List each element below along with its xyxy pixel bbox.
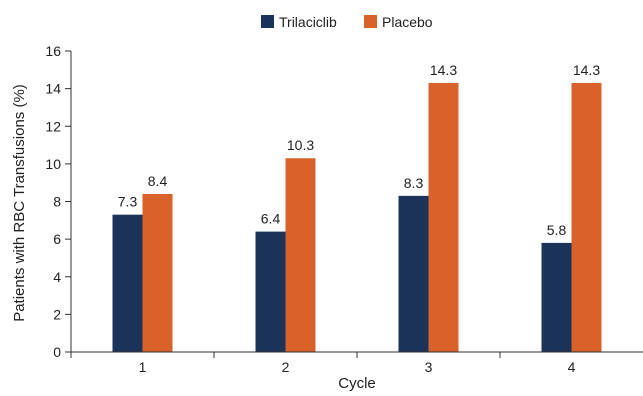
y-tick-label: 4 [53, 269, 61, 285]
bar-labels: 7.3 8.4 6.4 10.3 8.3 14.3 5.8 14.3 [118, 62, 601, 238]
x-tick-label: 3 [425, 359, 433, 375]
x-axis-ticks: 1 2 3 4 [70, 352, 576, 375]
data-label-trilaciclib-cycle-4: 5.8 [547, 222, 567, 238]
legend-swatch-placebo [364, 15, 377, 28]
data-label-trilaciclib-cycle-3: 8.3 [404, 175, 424, 191]
bar-trilaciclib-cycle-4 [541, 242, 572, 352]
x-tick-label: 1 [139, 359, 147, 375]
y-tick-label: 2 [53, 306, 61, 322]
y-tick-label: 16 [45, 43, 61, 59]
legend-swatch-trilaciclib [261, 15, 274, 28]
data-label-placebo-cycle-2: 10.3 [287, 137, 314, 153]
x-tick-label: 4 [568, 359, 576, 375]
bar-placebo-cycle-2 [285, 158, 316, 352]
bar-placebo-cycle-4 [571, 82, 602, 352]
y-axis-ticks: 0 2 4 6 8 10 12 14 16 [45, 43, 71, 360]
legend: Trilaciclib Placebo [261, 14, 433, 30]
data-label-trilaciclib-cycle-2: 6.4 [261, 211, 281, 227]
y-axis-title: Patients with RBC Transfusions (%) [11, 84, 28, 322]
y-tick-label: 10 [45, 156, 61, 172]
legend-label-placebo: Placebo [382, 14, 433, 30]
x-tick-label: 2 [282, 359, 290, 375]
y-tick-label: 0 [53, 344, 61, 360]
bar-trilaciclib-cycle-3 [398, 195, 429, 352]
legend-label-trilaciclib: Trilaciclib [279, 14, 337, 30]
y-tick-label: 8 [53, 194, 61, 210]
x-axis-title: Cycle [338, 375, 376, 392]
bar-trilaciclib-cycle-1 [112, 214, 143, 352]
data-label-placebo-cycle-1: 8.4 [148, 173, 168, 189]
y-tick-label: 6 [53, 231, 61, 247]
bar-trilaciclib-cycle-2 [255, 231, 286, 352]
y-tick-label: 12 [45, 118, 61, 134]
data-label-trilaciclib-cycle-1: 7.3 [118, 194, 138, 210]
bar-placebo-cycle-3 [428, 82, 459, 352]
bars [112, 82, 602, 352]
data-label-placebo-cycle-3: 14.3 [430, 62, 457, 78]
bar-placebo-cycle-1 [142, 193, 173, 352]
data-label-placebo-cycle-4: 14.3 [573, 62, 600, 78]
y-tick-label: 14 [45, 81, 61, 97]
